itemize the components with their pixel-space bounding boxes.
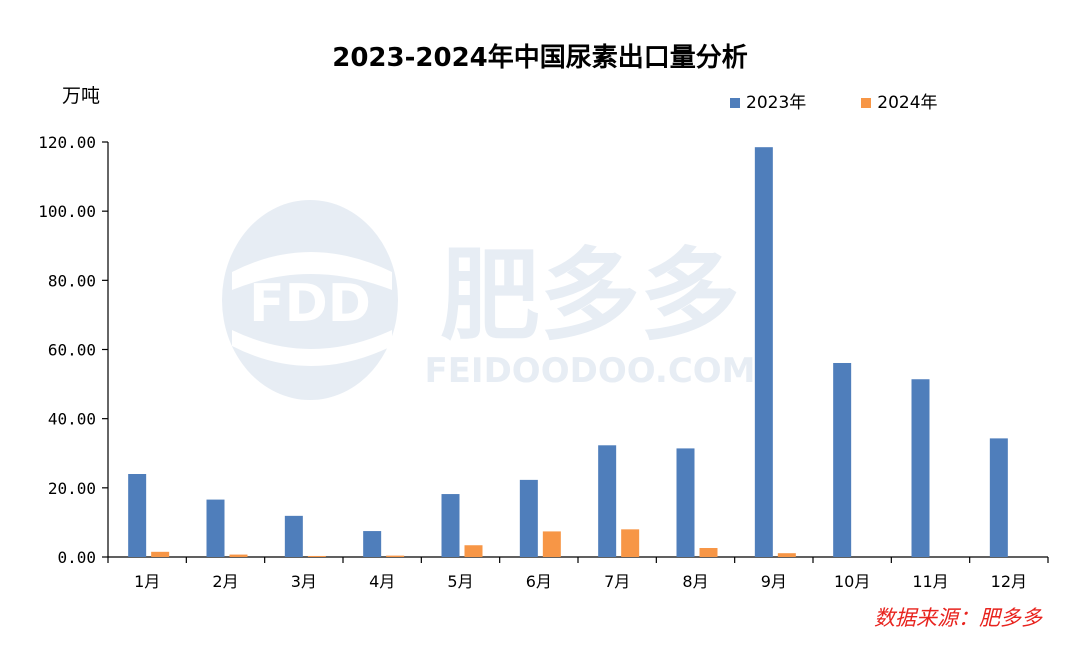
legend-swatch-2024 (861, 98, 872, 108)
x-tick-label: 4月 (369, 572, 395, 591)
x-tick-label: 11月 (912, 572, 948, 591)
bar-2024年-1月 (151, 551, 170, 557)
chart-title: 2023-2024年中国尿素出口量分析 (332, 43, 748, 73)
y-axis-unit-label: 万吨 (62, 85, 101, 107)
watermark-logo-text: FDD (249, 274, 371, 334)
x-tick-label: 1月 (134, 572, 160, 591)
legend-label-2023: 2023年 (746, 93, 807, 113)
labels-layer: 0.00 20.00 40.00 60.00 80.00 100.00 120.00 1月 2月… (38, 133, 1027, 591)
bar-2023年-8月 (676, 448, 695, 557)
y-tick-label: 100.00 (38, 202, 96, 221)
watermark-domain-text: FEIDOODOO.COM (424, 351, 755, 391)
bar-2023年-1月 (128, 474, 147, 557)
watermark-logo-wave-top (232, 252, 392, 290)
bar-2024年-8月 (699, 548, 718, 557)
bar-2024年-3月 (307, 555, 326, 557)
x-tick-label: 7月 (604, 572, 630, 591)
bar-2024年-7月 (621, 529, 640, 557)
x-tick-label: 8月 (682, 572, 708, 591)
legend-item-2023: 2023年 (730, 91, 806, 115)
x-tick-label: 2月 (212, 572, 238, 591)
y-tick-label: 20.00 (48, 479, 96, 498)
y-tick-label: 60.00 (48, 341, 96, 360)
bar-2024年-4月 (386, 555, 405, 557)
bar-2024年-6月 (542, 531, 561, 557)
bar-2024年-2月 (229, 554, 248, 557)
watermark-logo-wave-bottom (232, 330, 392, 366)
bar-2023年-6月 (519, 479, 538, 557)
bar-2023年-10月 (833, 362, 852, 557)
bars-layer (128, 147, 1008, 557)
bar-2024年-5月 (464, 545, 483, 557)
bar-2024年-9月 (777, 553, 796, 557)
y-tick-label: 80.00 (48, 271, 96, 290)
bar-2023年-2月 (206, 499, 225, 557)
bar-2023年-12月 (989, 438, 1008, 557)
x-tick-label: 10月 (834, 572, 870, 591)
x-tick-label: 3月 (291, 572, 317, 591)
x-tick-label: 9月 (761, 572, 787, 591)
bar-2023年-5月 (441, 494, 460, 557)
watermark-logo-disc (222, 200, 398, 400)
x-tick-label: 5月 (447, 572, 473, 591)
x-tick-label: 6月 (526, 572, 552, 591)
bar-2023年-11月 (911, 379, 930, 557)
data-source-note: 数据来源：肥多多 (874, 606, 1042, 630)
legend-label-2024: 2024年 (877, 93, 938, 113)
bar-2023年-3月 (284, 515, 303, 557)
legend-item-2024: 2024年 (861, 91, 938, 115)
watermark: FDD 肥多多 FEIDOODOO.COM (222, 200, 756, 400)
bar-2023年-4月 (363, 531, 382, 557)
y-tick-label: 120.00 (38, 133, 96, 152)
axes-layer (102, 141, 1049, 563)
bar-2023年-9月 (754, 147, 773, 557)
y-tick-label: 0.00 (57, 548, 96, 567)
y-tick-label: 40.00 (48, 410, 96, 429)
legend: 2023年 2024年 (730, 91, 938, 115)
watermark-brand-text: 肥多多 (440, 237, 740, 354)
bar-2023年-7月 (598, 445, 617, 557)
x-tick-label: 12月 (991, 572, 1027, 591)
legend-swatch-2023 (730, 98, 740, 108)
